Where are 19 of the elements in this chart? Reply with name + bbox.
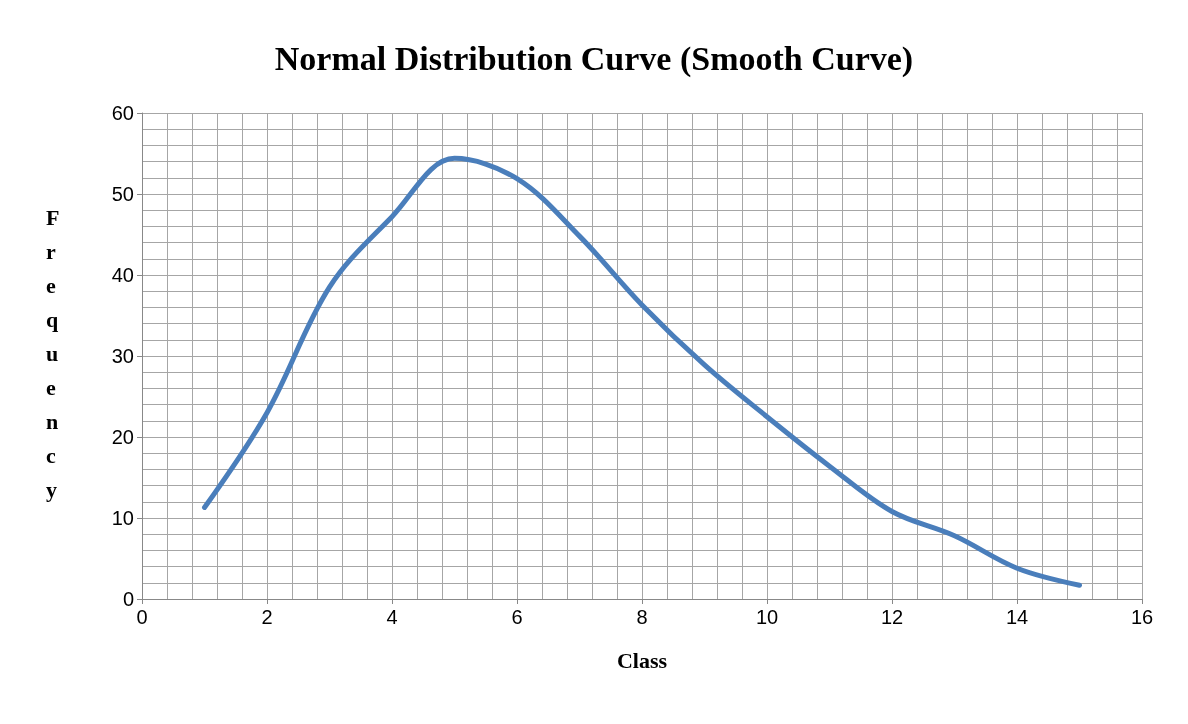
x-tick-label: 8 (636, 606, 648, 628)
x-tick-label: 12 (880, 606, 904, 628)
y-tick-label: 30 (111, 345, 134, 367)
y-tick-label: 50 (111, 183, 134, 205)
text: Frequency (46, 204, 60, 502)
x-tick-label: 16 (1130, 606, 1154, 628)
x-tick-label: 0 (136, 606, 148, 628)
y-tick-label: 20 (111, 426, 134, 448)
chart-title: Normal Distribution Curve (Smooth Curve) (274, 39, 914, 78)
x-tick-label: 14 (1005, 606, 1029, 628)
x-axis-title: Class (616, 647, 668, 673)
x-tick-label: 2 (261, 606, 273, 628)
x-tick-label: 4 (386, 606, 398, 628)
y-tick-label: 0 (122, 588, 134, 610)
x-tick-label: 6 (511, 606, 523, 628)
y-tick-label: 60 (111, 102, 134, 124)
x-tick-label: 10 (755, 606, 779, 628)
y-tick-label: 40 (111, 264, 134, 286)
y-tick-label: 10 (111, 507, 134, 529)
